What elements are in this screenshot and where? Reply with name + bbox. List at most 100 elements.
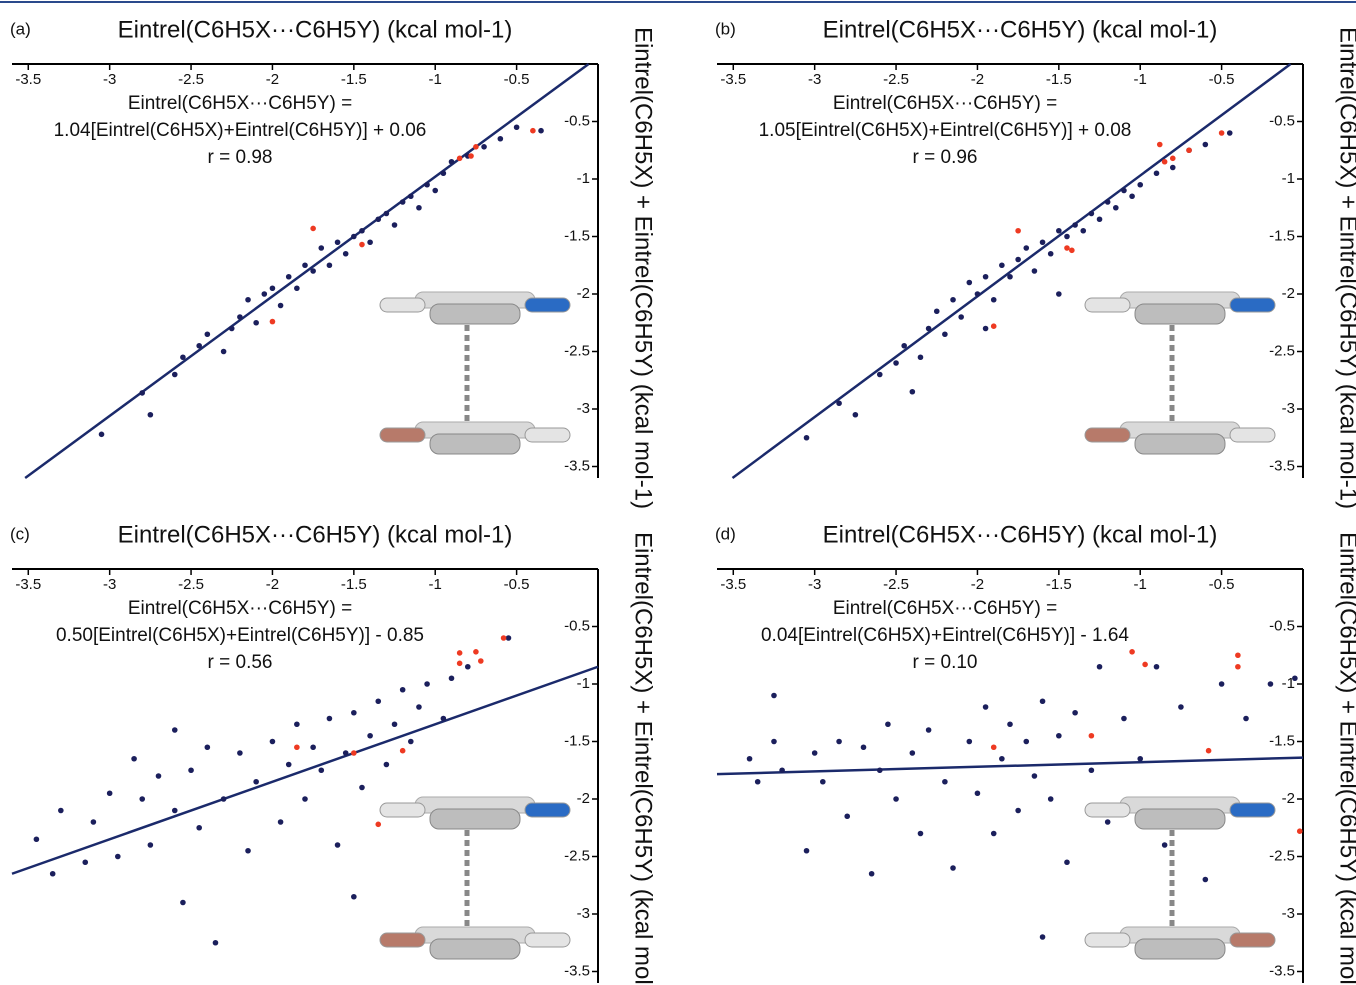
data-point [1296,828,1303,834]
data-point [391,721,398,728]
data-point [228,325,235,332]
data-point [237,750,243,756]
ring-front [429,433,521,455]
bond-left [1084,802,1131,818]
fit-equation: 0.04[Eintrel(C6H5X)+Eintrel(C6H5Y)] - 1.… [761,625,1129,646]
x-tick-label: -1 [1134,71,1147,88]
data-point [1031,773,1038,779]
data-point [893,360,899,366]
y-tick-label: -3.5 [1269,457,1295,474]
data-point [771,692,777,699]
data-point [1226,130,1233,136]
data-point [1121,187,1127,194]
data-point [90,819,97,825]
molecule-illustration [379,796,571,960]
y-tick-label: -1 [1282,675,1295,692]
x-tick-label: -2 [266,71,279,88]
data-point [1023,245,1030,251]
data-point [1186,147,1192,154]
data-point [1169,155,1176,162]
data-point [754,778,761,785]
data-point [1096,216,1103,223]
panel-label: (d) [715,524,736,543]
data-point [885,721,891,728]
y-tick-label: -1.5 [564,227,590,244]
data-point [424,181,430,188]
data-point [478,658,484,664]
data-point [820,778,826,785]
ring-front [1134,808,1226,830]
x-tick-label: -1.5 [1046,576,1072,593]
x-axis-title: Eintrel(C6H5X···C6H5Y) (kcal mol-1) [823,521,1218,548]
data-point [310,268,316,274]
ring-front [1134,303,1226,325]
data-point [253,778,259,785]
ring-front [1134,938,1226,960]
data-point [408,193,414,200]
data-point [139,796,146,802]
x-axis-title: Eintrel(C6H5X···C6H5Y) (kcal mol-1) [118,16,513,43]
data-point [513,124,520,131]
data-point [269,738,276,745]
data-point [367,732,373,739]
data-point [1235,652,1241,659]
data-point [901,342,907,349]
data-point [220,796,227,802]
data-point [1056,227,1062,234]
bond-left [1084,932,1131,948]
data-point [171,371,178,378]
fit-equation: Eintrel(C6H5X···C6H5Y) = [128,93,352,114]
data-point [473,144,479,150]
data-point [269,318,276,325]
data-point [852,411,859,418]
data-point [196,824,202,831]
data-point [375,698,382,705]
x-tick-label: -0.5 [1209,576,1235,593]
y-tick-label: -2.5 [1269,847,1295,864]
data-point [424,681,430,687]
x-tick-label: -1.5 [1046,71,1072,88]
data-point [500,635,507,641]
data-point [294,285,300,292]
data-point [351,709,357,716]
data-point [481,144,487,150]
data-point [359,227,365,234]
panel: (d) Eintrel(C6H5X···C6H5Y) (kcal mol-1) Ei… [715,521,1356,985]
data-point [399,686,406,693]
bond-left [379,427,426,443]
data-point [505,635,512,641]
data-point [318,767,325,774]
data-point [917,830,924,837]
data-point [416,204,422,211]
data-point [1218,681,1225,687]
fit-equation: 0.50[Eintrel(C6H5X)+Eintrel(C6H5Y)] - 0.… [56,625,424,646]
data-point [1156,141,1163,148]
data-point [277,302,284,309]
data-point [876,767,883,774]
data-point [351,233,357,240]
data-point [464,663,471,670]
y-axis-title: Eintrel(C6H5X) + Eintrel(C6H5Y) (kcal mo… [630,27,657,509]
data-point [876,371,883,378]
x-axis-title: Eintrel(C6H5X···C6H5Y) (kcal mol-1) [823,16,1218,43]
x-tick-label: -3.5 [15,71,41,88]
data-point [990,323,997,330]
x-tick-label: -1 [429,576,442,593]
data-point [212,939,219,946]
y-tick-label: -2 [1282,285,1295,302]
data-point [1015,227,1021,234]
data-point [1088,210,1095,217]
y-tick-label: -2 [1282,790,1295,807]
x-tick-label: -0.5 [504,71,530,88]
bond-right [1229,427,1276,443]
data-point [497,135,504,142]
data-point [999,262,1005,269]
data-point [1039,934,1046,940]
data-point [925,727,932,733]
x-tick-label: -0.5 [1209,71,1235,88]
bond-right [1229,297,1276,313]
data-point [49,870,56,877]
data-point [180,354,186,361]
data-point [139,390,146,396]
molecule-illustration [1084,291,1276,455]
